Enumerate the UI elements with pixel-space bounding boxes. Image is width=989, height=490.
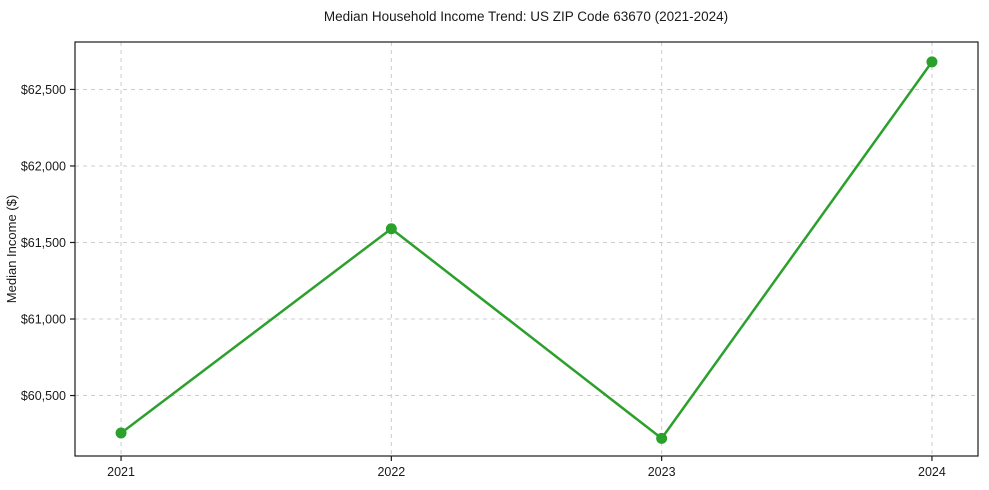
x-tick-label: 2021	[107, 465, 135, 479]
y-tick-label: $62,000	[21, 159, 66, 173]
axes-layer: $60,500 $61,000 $61,500 $62,000 $62,500 2021 2…	[21, 41, 979, 479]
y-tick-label: $61,500	[21, 236, 66, 250]
y-tick-label: $62,500	[21, 83, 66, 97]
trend-line	[119, 60, 934, 440]
x-tick-label: 2022	[377, 465, 405, 479]
y-axis-label: Median Income ($)	[4, 195, 19, 303]
data-point-marker	[115, 427, 127, 439]
x-tick-label: 2023	[648, 465, 676, 479]
x-tick-label: 2024	[918, 465, 946, 479]
plot-border	[74, 41, 979, 457]
data-series-layer	[115, 56, 938, 444]
y-tick-label: $60,500	[21, 389, 66, 403]
gridlines-layer	[75, 42, 978, 456]
data-point-marker	[385, 223, 397, 235]
data-point-marker	[926, 56, 938, 68]
y-tick-label: $61,000	[21, 313, 66, 327]
data-point-marker	[656, 432, 668, 444]
chart-title: Median Household Income Trend: US ZIP Co…	[324, 9, 728, 24]
